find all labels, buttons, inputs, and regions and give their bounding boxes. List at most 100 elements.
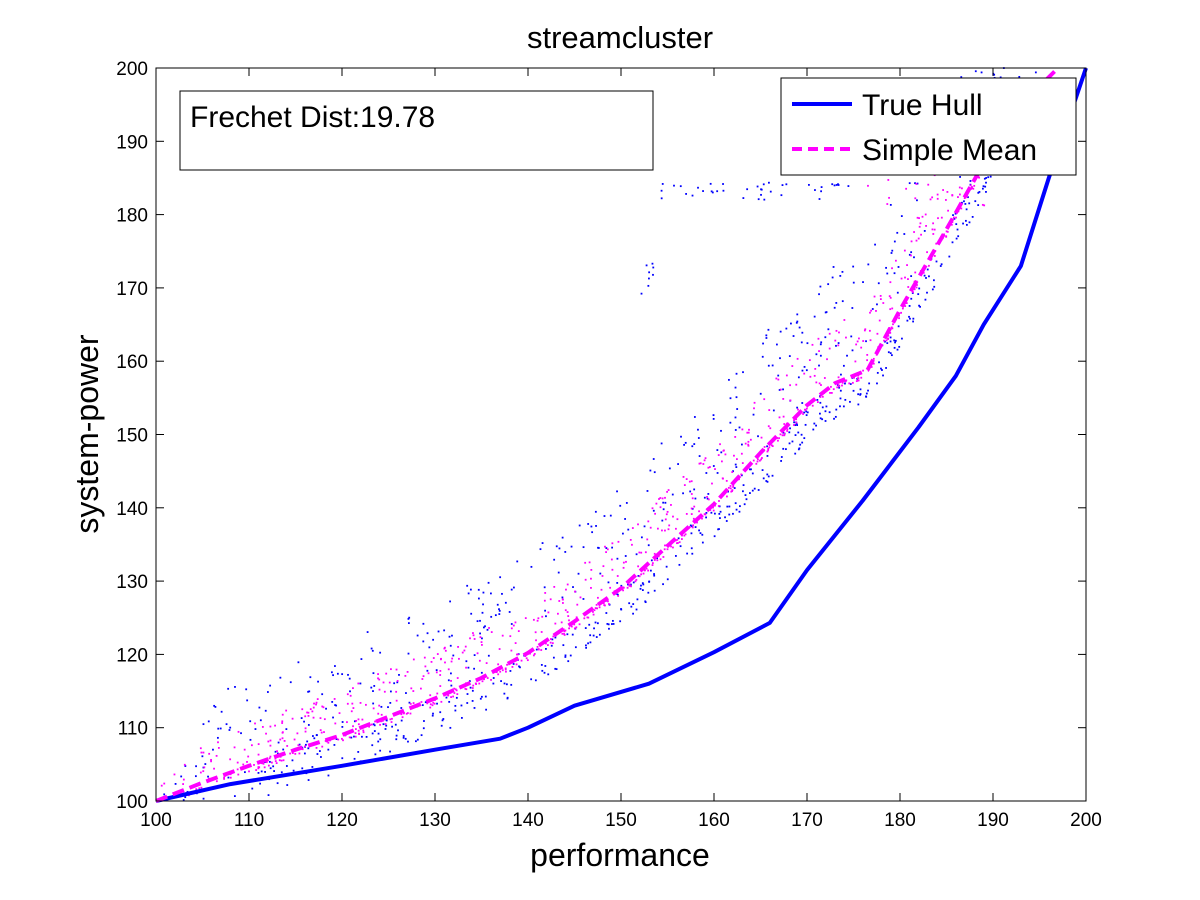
scatter-point-magenta bbox=[289, 752, 292, 755]
scatter-point-magenta bbox=[863, 329, 866, 332]
scatter-point-blue bbox=[373, 724, 376, 727]
scatter-point-magenta bbox=[921, 215, 924, 218]
scatter-point-magenta bbox=[481, 680, 484, 683]
scatter-point-blue bbox=[469, 686, 472, 689]
scatter-point-magenta bbox=[464, 687, 467, 690]
scatter-point-magenta bbox=[855, 343, 858, 346]
scatter-point-magenta bbox=[250, 744, 253, 747]
scatter-point-blue bbox=[582, 598, 585, 600]
scatter-point-blue bbox=[821, 406, 824, 409]
scatter-point-magenta bbox=[319, 729, 322, 732]
scatter-point-magenta bbox=[903, 249, 906, 252]
scatter-point-magenta bbox=[725, 479, 728, 482]
scatter-point-magenta bbox=[869, 339, 872, 342]
scatter-point-blue bbox=[956, 228, 959, 231]
scatter-point-blue bbox=[903, 233, 906, 235]
scatter-point-blue bbox=[935, 260, 938, 263]
scatter-point-blue bbox=[624, 555, 627, 557]
scatter-point-blue bbox=[971, 215, 974, 218]
scatter-point-magenta bbox=[412, 690, 415, 692]
scatter-point-magenta bbox=[395, 668, 398, 671]
scatter-point-magenta bbox=[469, 637, 471, 640]
scatter-point-blue bbox=[611, 619, 614, 622]
scatter-point-blue bbox=[482, 603, 484, 606]
scatter-point-blue bbox=[851, 307, 854, 309]
scatter-point-magenta bbox=[606, 548, 609, 551]
scatter-point-blue bbox=[407, 740, 409, 743]
scatter-point-magenta bbox=[887, 334, 890, 337]
scatter-point-magenta bbox=[236, 761, 239, 764]
scatter-point-blue bbox=[653, 573, 655, 575]
scatter-point-magenta bbox=[453, 692, 456, 694]
scatter-point-blue bbox=[336, 672, 339, 675]
scatter-point-blue bbox=[813, 315, 816, 318]
scatter-point-blue bbox=[878, 361, 880, 364]
scatter-point-blue bbox=[917, 293, 920, 296]
scatter-point-magenta bbox=[753, 407, 755, 410]
scatter-point-blue bbox=[750, 468, 752, 471]
scatter-point-magenta bbox=[724, 453, 727, 456]
scatter-point-magenta bbox=[456, 693, 459, 696]
scatter-point-magenta bbox=[270, 761, 273, 764]
scatter-point-magenta bbox=[913, 231, 915, 233]
scatter-point-magenta bbox=[816, 401, 819, 403]
scatter-point-blue bbox=[844, 398, 847, 401]
scatter-point-blue bbox=[765, 334, 768, 337]
scatter-point-blue bbox=[564, 551, 567, 553]
scatter-point-blue bbox=[834, 415, 837, 418]
scatter-point-blue bbox=[516, 560, 519, 563]
scatter-point-magenta bbox=[749, 438, 752, 441]
scatter-point-magenta bbox=[758, 459, 761, 462]
scatter-point-blue bbox=[227, 776, 230, 779]
scatter-point-blue bbox=[694, 526, 697, 528]
scatter-point-blue bbox=[712, 418, 715, 420]
scatter-point-magenta bbox=[444, 649, 447, 652]
scatter-point-blue bbox=[794, 424, 796, 427]
scatter-point-blue bbox=[479, 619, 481, 622]
scatter-point-blue bbox=[981, 187, 984, 190]
scatter-point-blue bbox=[245, 688, 248, 691]
scatter-point-blue bbox=[504, 601, 507, 604]
scatter-point-magenta bbox=[607, 600, 609, 603]
scatter-point-magenta bbox=[719, 443, 721, 446]
scatter-point-magenta bbox=[595, 603, 598, 606]
scatter-point-blue bbox=[330, 671, 333, 674]
scatter-point-blue bbox=[690, 547, 693, 550]
scatter-point-magenta bbox=[334, 722, 337, 725]
scatter-point-blue bbox=[341, 721, 344, 723]
scatter-point-blue bbox=[585, 646, 588, 649]
scatter-point-blue bbox=[608, 627, 610, 630]
scatter-point-blue bbox=[327, 748, 330, 751]
scatter-point-magenta bbox=[664, 529, 666, 532]
scatter-point-blue bbox=[448, 635, 451, 638]
scatter-point-blue bbox=[706, 497, 709, 500]
scatter-point-blue bbox=[703, 496, 706, 499]
scatter-point-blue bbox=[808, 183, 810, 186]
scatter-point-magenta bbox=[342, 739, 344, 742]
scatter-point-magenta bbox=[312, 706, 315, 709]
scatter-point-magenta bbox=[698, 510, 700, 513]
scatter-point-blue bbox=[220, 710, 223, 713]
scatter-point-blue bbox=[308, 690, 311, 693]
annotation-frame bbox=[179, 90, 654, 171]
scatter-point-magenta bbox=[463, 649, 466, 652]
scatter-point-magenta bbox=[200, 751, 203, 754]
scatter-point-blue bbox=[382, 723, 385, 726]
scatter-point-blue bbox=[366, 631, 369, 633]
scatter-point-magenta bbox=[609, 586, 612, 589]
scatter-point-magenta bbox=[703, 459, 706, 462]
scatter-point-blue bbox=[258, 706, 261, 709]
scatter-point-magenta bbox=[707, 498, 710, 501]
scatter-point-blue bbox=[212, 748, 214, 751]
scatter-point-magenta bbox=[845, 336, 847, 339]
scatter-point-blue bbox=[645, 264, 648, 267]
scatter-point-magenta bbox=[319, 717, 322, 720]
scatter-point-blue bbox=[818, 293, 820, 296]
scatter-point-blue bbox=[825, 311, 828, 313]
scatter-point-blue bbox=[965, 223, 968, 226]
scatter-point-blue bbox=[297, 661, 300, 664]
scatter-point-magenta bbox=[524, 617, 527, 620]
scatter-point-magenta bbox=[269, 744, 272, 747]
scatter-point-blue bbox=[894, 339, 897, 342]
scatter-point-blue bbox=[584, 627, 587, 629]
